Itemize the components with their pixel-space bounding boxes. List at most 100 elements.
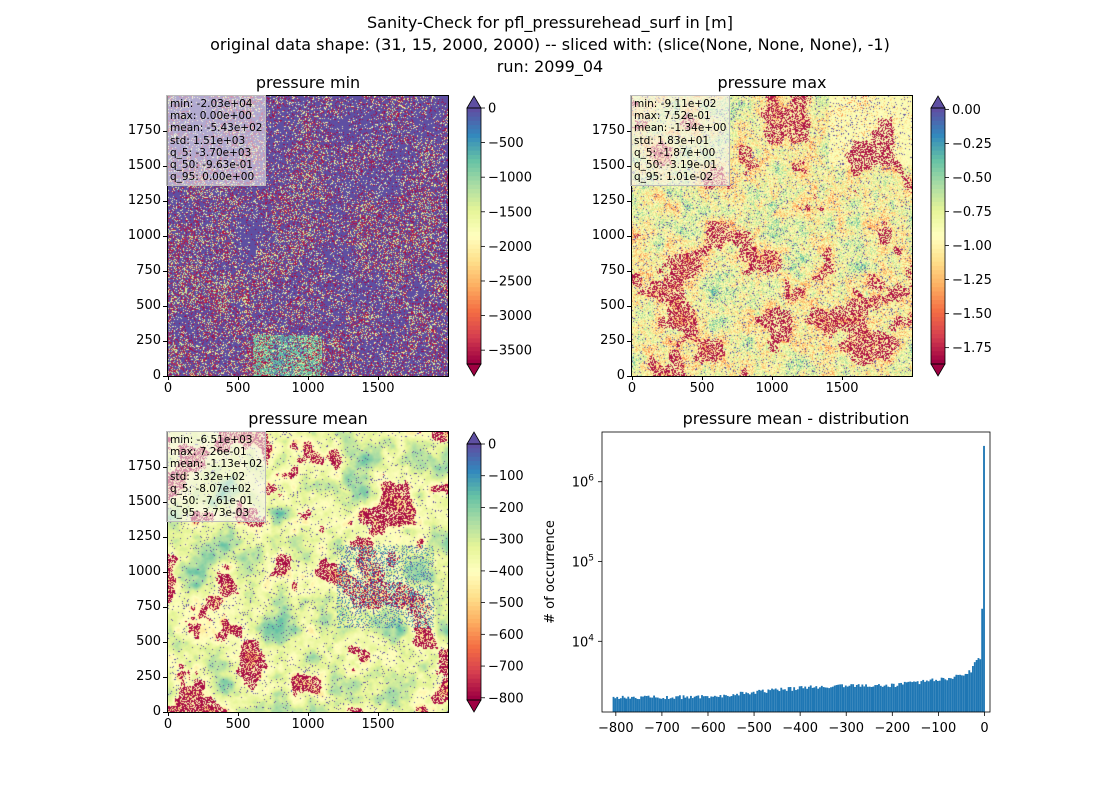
histogram-bar [782,689,785,712]
histogram-bar [879,685,882,712]
y-tick-label: 0 [616,368,625,383]
colorbar-segment [467,334,481,339]
colorbar-segment [931,291,945,297]
colorbar-segment [467,576,481,582]
colorbar-segment [467,559,481,565]
colorbar-segment [467,495,481,501]
y-tick-mark [163,572,167,573]
y-tick-mark [163,502,167,503]
x-tick-label: −800 [598,721,634,736]
histogram-bar [715,696,718,712]
colorbar-segment [467,546,481,552]
y-tick-mark [163,236,167,237]
stat-line: min: -2.03e+04 [170,98,253,110]
x-tick-label: 500 [225,381,251,396]
x-tick-label: 1500 [361,717,395,732]
histogram-bar [654,697,657,712]
colorbar-segment [467,300,481,305]
y-tick-label: 500 [600,298,625,313]
y-tick-label: 104 [572,633,595,650]
colorbar-tick-label: 0.00 [952,103,981,118]
colorbar-segment [467,674,481,680]
x-tick-mark [168,376,169,380]
colorbar-tick-label: −1.25 [952,273,992,288]
colorbar-segment [467,142,481,147]
y-tick-mark [627,236,631,237]
histogram-bar [701,695,703,712]
x-tick-label: −400 [782,721,818,736]
histogram-bar [843,687,845,712]
colorbar-segment [467,329,481,335]
histogram-bar [900,682,902,712]
histogram-bar [909,681,912,712]
histogram-bar [756,690,759,712]
histogram-bar [846,686,849,712]
colorbar-segment [467,342,481,348]
histogram-bar [739,691,742,712]
colorbar-segment [931,129,945,135]
histogram-bar [865,684,867,712]
colorbar-segment [931,125,945,130]
histogram-bar [780,687,783,712]
colorbar-tick-label: −1500 [488,205,532,220]
colorbar-segment [467,648,481,654]
colorbar-segment [467,597,481,603]
histogram-bar [750,692,753,712]
histogram-bar [758,689,761,712]
y-tick-label: 750 [136,599,161,614]
colorbar-segment [931,308,945,314]
colorbar-segment [467,461,481,466]
colorbar-segment [467,537,481,543]
stats-box-mean: min: -6.51e+03 max: 7.26e-01 mean: -1.13e+… [166,431,267,523]
histogram-bar [649,697,652,712]
y-tick-label: 500 [136,634,161,649]
histogram-bar [975,660,978,712]
colorbar-segment [931,223,945,229]
histogram-bar [946,680,949,712]
histogram-bar [927,681,930,712]
histogram-bar [673,698,676,712]
y-tick-label: 250 [600,333,625,348]
panel-title-distribution: pressure mean - distribution [682,409,910,428]
stats-box-max: min: -9.11e+02 max: 7.52e-01 mean: -1.34e+… [630,95,731,187]
histogram-bar [918,684,921,712]
colorbar-segment [467,317,481,322]
colorbar-segment [467,687,481,693]
histogram-bar [951,678,954,712]
y-tick-label: 1000 [127,228,161,243]
histogram-bar [796,689,799,712]
stat-line: q_95: 0.00e+00 [170,171,255,184]
x-tick-mark [168,712,169,716]
histogram-bar [855,684,858,712]
colorbar-segment [931,244,945,250]
x-tick-mark [772,376,773,380]
colorbar-segment [467,572,481,577]
colorbar-frame [466,107,482,365]
colorbar-segment [467,176,481,182]
colorbar-segment [467,580,481,586]
histogram-bar [938,680,941,712]
histogram-bar [614,698,617,712]
histogram-bar [688,698,691,712]
colorbar-segment [467,670,481,675]
histogram-bar [841,684,844,712]
stat-line: max: 7.52e-01 [634,110,711,123]
colorbar-segment [467,193,481,199]
colorbar-segment [467,533,481,539]
histogram-bar [977,658,980,712]
colorbar-segment [931,346,945,352]
stat-line: mean: -5.43e+02 [170,122,263,135]
colorbar-segment [467,627,481,633]
histogram-bar [804,686,807,712]
histogram-bar [916,681,919,712]
y-tick-mark [163,467,167,468]
y-tick-label: 1250 [591,193,625,208]
colorbar-segment [467,227,481,233]
histogram-bar [656,697,659,712]
stat-line: std: 3.32e+02 [170,470,246,483]
colorbar-segment [467,640,481,646]
histogram-bar [634,697,637,712]
colorbar-segment [931,120,945,126]
histogram-bar [658,698,661,712]
histogram-bar [612,696,615,712]
